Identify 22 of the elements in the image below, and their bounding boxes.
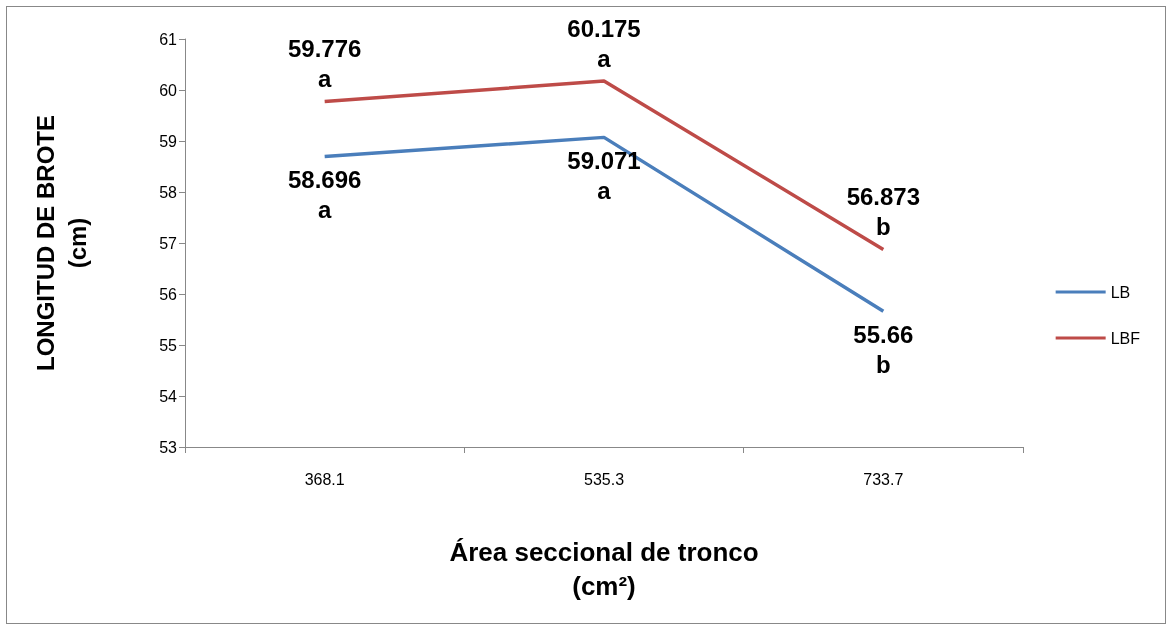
x-tick-label: 535.3	[583, 470, 625, 488]
x-tick-label: 733.7	[863, 470, 904, 488]
y-tick-label: 59	[159, 132, 178, 150]
x-tick-label: 368.1	[304, 470, 345, 488]
data-label: 55.66 b	[853, 320, 914, 378]
data-label: 60.175 a	[567, 14, 641, 72]
y-tick-label: 54	[159, 387, 178, 405]
y-tick-label: 60	[159, 81, 178, 99]
y-axis-title: LONGITUD DE BROTE (cm)	[31, 115, 91, 371]
data-label: 59.776 a	[287, 34, 362, 92]
y-tick-label: 57	[159, 234, 178, 252]
x-axis-title: Área seccional de tronco (cm²)	[449, 537, 759, 601]
legend-label: LBF	[1110, 329, 1141, 347]
y-tick-label: 53	[159, 438, 178, 456]
y-tick-label: 61	[159, 30, 178, 48]
legend-label: LB	[1110, 283, 1131, 301]
y-tick-label: 58	[159, 183, 178, 201]
y-tick-label: 56	[159, 285, 178, 303]
data-label: 59.071 a	[567, 146, 641, 204]
y-tick-label: 55	[159, 336, 178, 354]
data-label: 56.873 b	[846, 182, 921, 240]
data-label: 58.696 a	[287, 166, 362, 223]
